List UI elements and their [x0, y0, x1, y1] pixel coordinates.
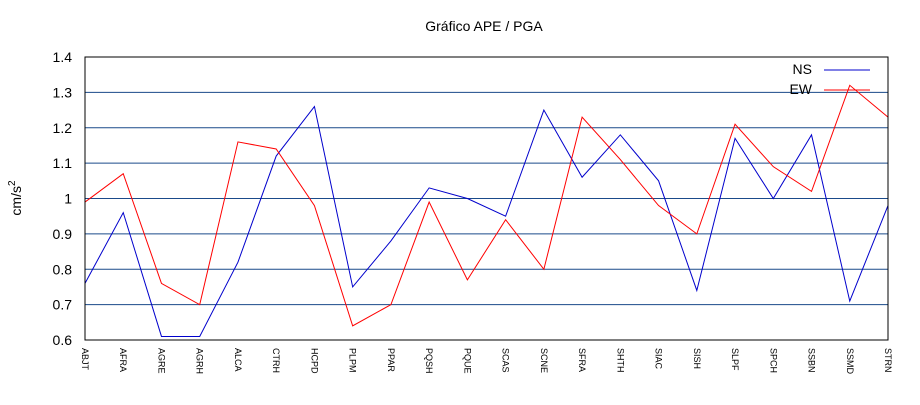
- x-tick-label: PQSH: [424, 348, 434, 374]
- y-axis-title: cm/s2: [7, 180, 24, 216]
- x-tick-label: PLPM: [348, 348, 358, 373]
- x-tick-label: PPAR: [386, 348, 396, 372]
- x-tick-label: SCAS: [501, 348, 511, 373]
- legend: NS EW: [789, 61, 870, 97]
- y-axis-label-unit: cm/s: [8, 186, 24, 216]
- x-tick-label: SISH: [692, 348, 702, 369]
- x-tick-label: SSBN: [807, 348, 817, 373]
- grid: [85, 56, 888, 341]
- y-axis-label: cm/s2: [7, 180, 24, 216]
- x-tick-label: ALCA: [233, 348, 243, 372]
- series-line-ns: [84, 105, 889, 337]
- x-tick-label: PQUE: [462, 348, 472, 374]
- y-tick-label: 0.8: [53, 261, 73, 277]
- y-tick-label: 0.6: [53, 332, 73, 348]
- y-tick-label: 0.9: [53, 226, 73, 242]
- legend-label-ns: NS: [793, 61, 812, 77]
- x-tick-label: SIAC: [654, 348, 664, 370]
- x-tick-label: AGRE: [156, 348, 166, 374]
- y-tick-label: 1.1: [53, 155, 73, 171]
- y-tick-label: 1.4: [53, 49, 73, 65]
- x-tick-label: AGRH: [195, 348, 205, 374]
- series-line-ew: [84, 84, 889, 327]
- y-tick-label: 1.2: [53, 120, 73, 136]
- x-tick-label: CTRH: [271, 348, 281, 373]
- x-tick-label: SFRA: [577, 348, 587, 372]
- legend-label-ew: EW: [789, 81, 812, 97]
- x-tick-label: SCNE: [539, 348, 549, 373]
- y-tick-label: 0.7: [53, 297, 73, 313]
- x-axis-ticks: ABJT AFRA AGRE AGRH ALCA CTRH HCPD PLPM PPAR PQSH…: [80, 348, 893, 375]
- x-tick-label: SHTH: [615, 348, 625, 373]
- x-tick-label: ABJT: [80, 348, 90, 371]
- y-tick-label: 1.3: [53, 84, 73, 100]
- y-axis-ticks: 0.6 0.7 0.8 0.9 1 1.1 1.2 1.3 1.4: [53, 49, 73, 348]
- x-tick-label: SSMD: [845, 348, 855, 375]
- plot-frame: [84, 56, 889, 341]
- chart-title: Gráfico APE / PGA: [425, 18, 543, 34]
- y-axis-label-exponent: 2: [7, 180, 18, 186]
- x-tick-label: AFRA: [118, 348, 128, 372]
- x-tick-label: HCPD: [309, 348, 319, 374]
- y-tick-label: 1: [64, 191, 72, 207]
- x-tick-label: STRN: [883, 348, 893, 373]
- x-tick-label: SPCH: [768, 348, 778, 373]
- x-tick-label: SLPF: [730, 348, 740, 371]
- series-lines: [84, 84, 889, 337]
